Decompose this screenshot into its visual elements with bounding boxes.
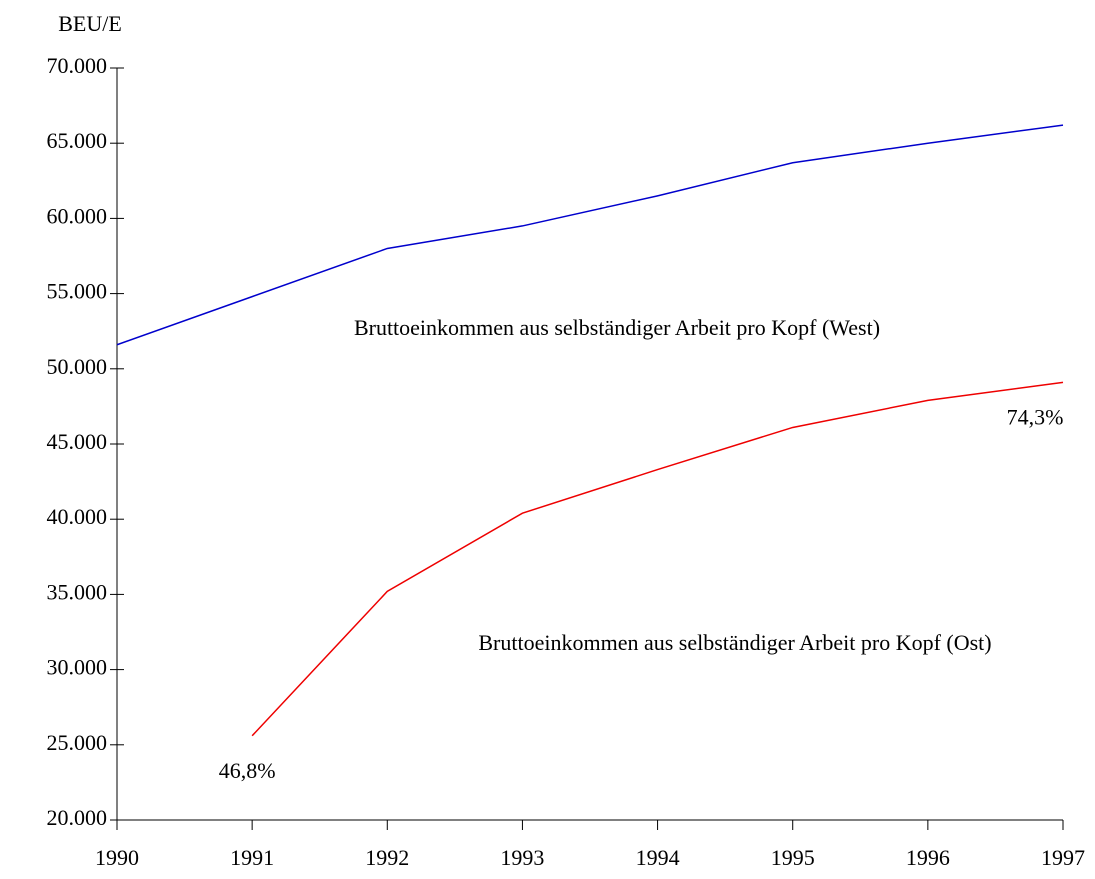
series-label: Bruttoeinkommen aus selbständiger Arbeit… (478, 630, 991, 655)
y-tick-label: 55.000 (47, 279, 108, 304)
y-tick-label: 50.000 (47, 354, 108, 379)
y-tick-label: 20.000 (47, 805, 108, 830)
x-tick-label: 1991 (230, 845, 274, 870)
y-tick-label: 35.000 (47, 579, 108, 604)
x-tick-label: 1993 (500, 845, 544, 870)
series-line (251, 381, 1064, 737)
y-axis-label: BEU/E (58, 11, 122, 36)
y-tick-label: 40.000 (47, 504, 108, 529)
x-tick-label: 1995 (771, 845, 815, 870)
x-tick-label: 1990 (95, 845, 139, 870)
series-label: Bruttoeinkommen aus selbständiger Arbeit… (354, 315, 880, 340)
x-tick-label: 1994 (636, 845, 680, 870)
series-line (116, 124, 1064, 346)
annotation: 46,8% (219, 758, 276, 783)
x-tick-label: 1997 (1041, 845, 1085, 870)
y-tick-label: 25.000 (47, 730, 108, 755)
y-tick-label: 70.000 (47, 53, 108, 78)
y-tick-label: 45.000 (47, 429, 108, 454)
y-tick-label: 65.000 (47, 128, 108, 153)
y-tick-label: 60.000 (47, 203, 108, 228)
x-tick-label: 1996 (906, 845, 950, 870)
x-tick-label: 1992 (365, 845, 409, 870)
y-tick-label: 30.000 (47, 655, 108, 680)
annotation: 74,3% (1007, 404, 1064, 429)
